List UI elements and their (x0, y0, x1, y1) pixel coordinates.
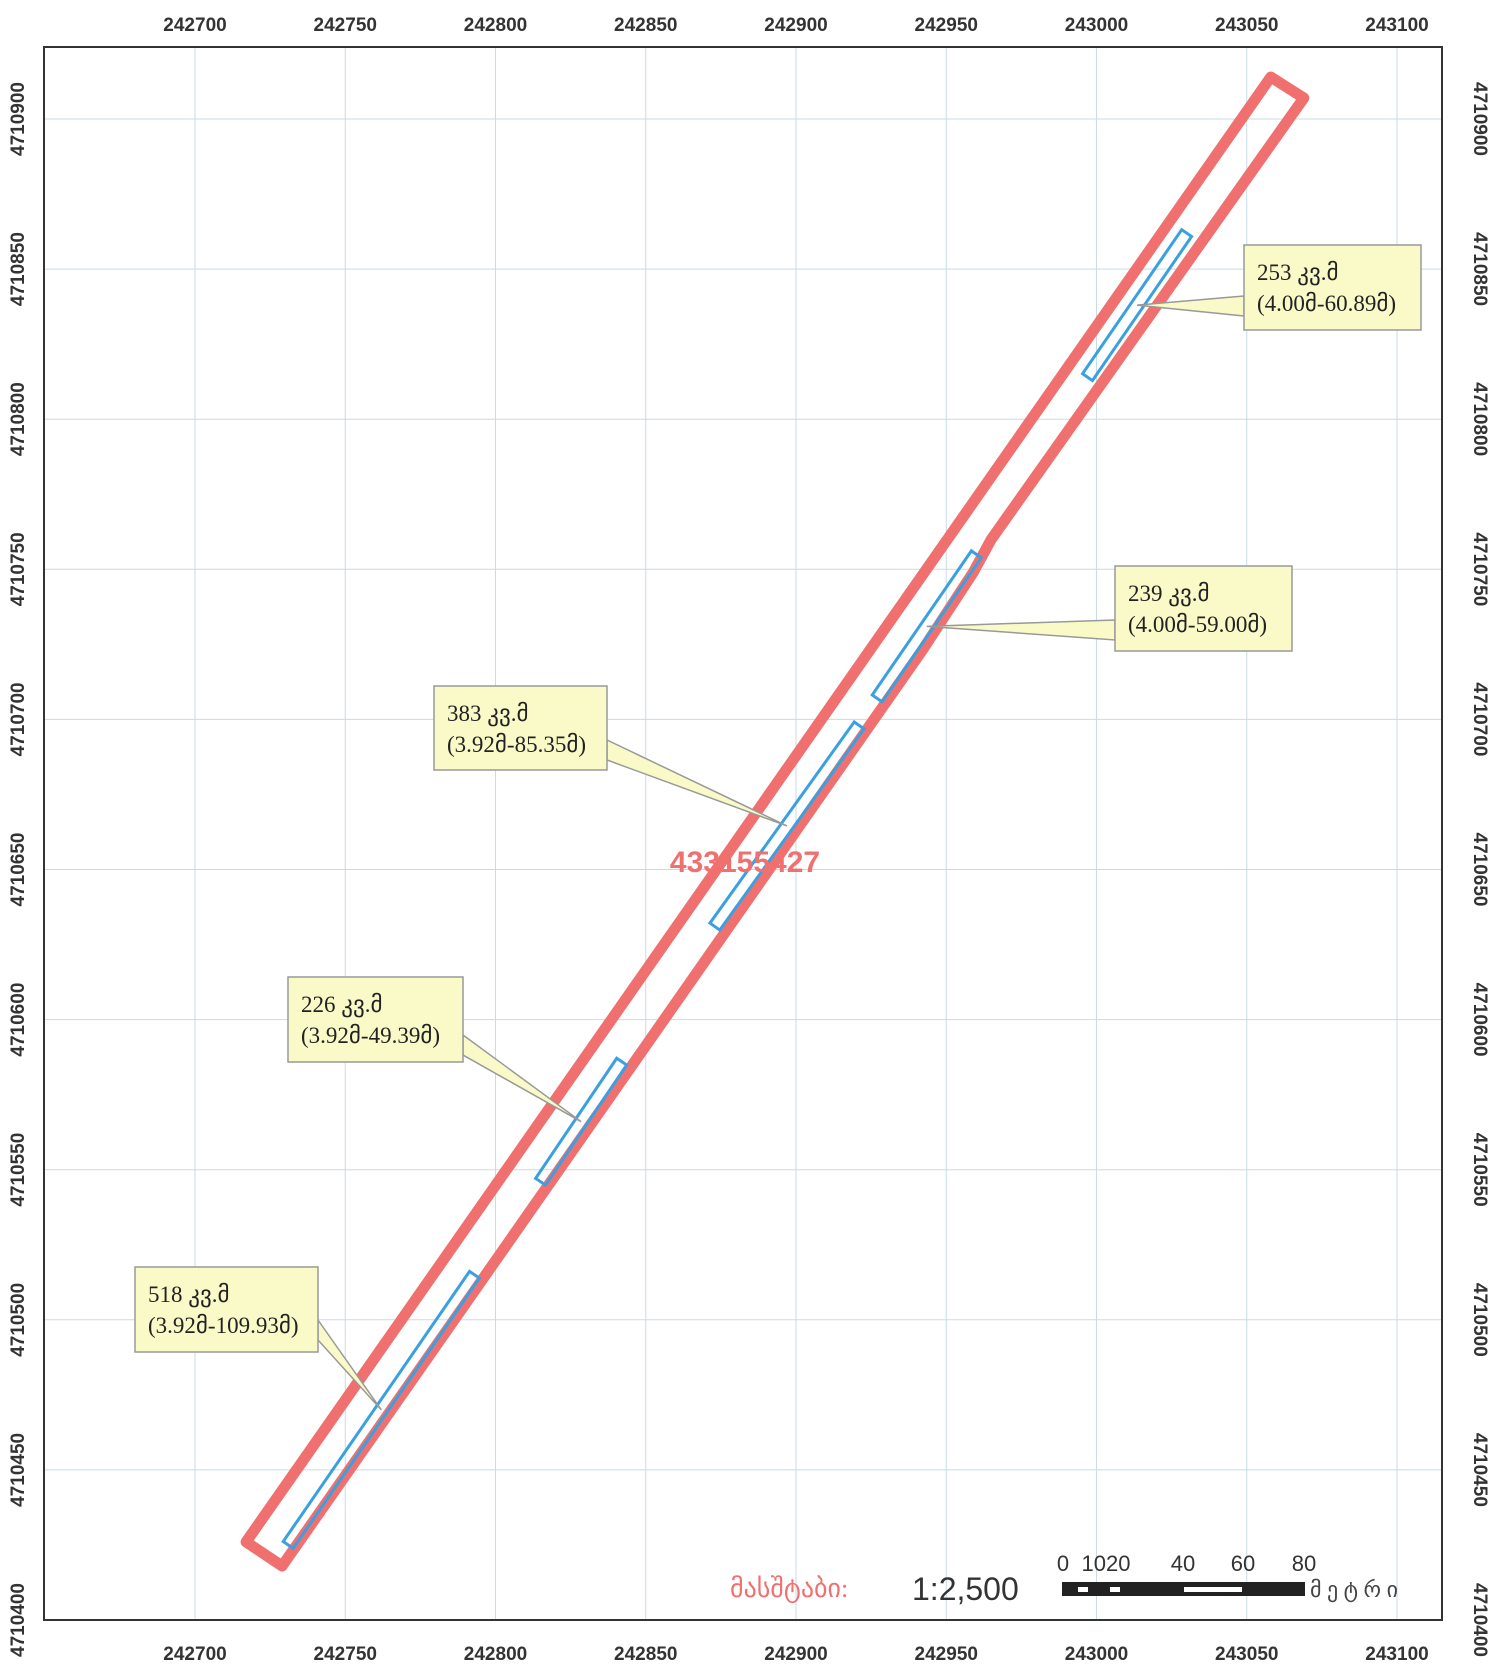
x-tick-label-top: 242850 (614, 15, 677, 36)
x-tick-label-bottom: 242850 (614, 1644, 677, 1665)
road-segment (870, 548, 984, 704)
callout-518: 518 კვ.მ (3.92მ-109.93მ) (134, 1266, 319, 1353)
callout-box (134, 1266, 319, 1353)
x-tick-label-top: 242900 (764, 15, 827, 36)
scale-tick-label: 80 (1292, 1551, 1316, 1576)
y-tick-label-left: 4710800 (8, 382, 29, 456)
callout-box (433, 685, 608, 771)
y-tick-label-right: 4710500 (1469, 1283, 1490, 1357)
scale-bar-segment (1184, 1587, 1242, 1592)
scale-tick-label: 60 (1231, 1551, 1255, 1576)
scale-tick-label: 0 (1057, 1551, 1069, 1576)
y-tick-label-left: 4710450 (8, 1433, 29, 1507)
callout-dimensions: (4.00მ-60.89მ) (1257, 291, 1396, 316)
y-tick-label-left: 4710600 (8, 983, 29, 1057)
scale-bar-segment (1078, 1587, 1088, 1592)
callout-box (1114, 565, 1293, 652)
y-tick-label-right: 4710750 (1469, 532, 1490, 606)
x-tick-label-top: 242700 (163, 15, 226, 36)
scale-bar-segment (1110, 1587, 1120, 1592)
scale-block: მასშტაბი: 1:2,500 0 1020 40 60 80 მ ე ტ … (730, 1551, 1398, 1607)
callout-dimensions: (3.92მ-109.93მ) (148, 1313, 299, 1338)
scale-bar (1062, 1582, 1305, 1596)
callout-226: 226 კვ.მ (3.92მ-49.39მ) (287, 976, 464, 1063)
parcel-boundary (240, 71, 1310, 1572)
y-tick-label-left: 4710650 (8, 833, 29, 907)
callout-253: 253 კვ.მ (4.00მ-60.89მ) (1243, 244, 1422, 331)
x-tick-label-bottom: 242900 (764, 1644, 827, 1665)
callout-383: 383 კვ.მ (3.92მ-85.35მ) (433, 685, 608, 771)
x-tick-label-top: 242750 (314, 15, 377, 36)
map-frame (43, 46, 1443, 1621)
y-tick-label-left: 4710850 (8, 232, 29, 306)
y-tick-label-right: 4710900 (1469, 82, 1490, 156)
road-segment (707, 719, 867, 933)
y-tick-label-right: 4710600 (1469, 983, 1490, 1057)
x-tick-label-top: 243000 (1065, 15, 1128, 36)
scale-bar-frame (1062, 1582, 1305, 1596)
x-tick-label-bottom: 242700 (163, 1644, 226, 1665)
scale-label: მასშტაბი: (730, 1574, 848, 1604)
y-tick-label-right: 4710650 (1469, 833, 1490, 907)
x-tick-label-top: 243050 (1215, 15, 1278, 36)
y-tick-label-left: 4710550 (8, 1133, 29, 1207)
parcel-id-label: 433155427 (670, 846, 820, 879)
callout-dimensions: (3.92მ-85.35მ) (447, 732, 586, 757)
callout-area: 383 კვ.მ (447, 701, 529, 727)
callout-dimensions: (3.92მ-49.39მ) (301, 1023, 440, 1048)
road-segment (1080, 227, 1194, 383)
y-tick-label-right: 4710700 (1469, 682, 1490, 756)
x-tick-label-bottom: 243000 (1065, 1644, 1128, 1665)
y-tick-label-left: 4710700 (8, 682, 29, 756)
y-tick-label-right: 4710800 (1469, 382, 1490, 456)
x-tick-label-top: 242800 (464, 15, 527, 36)
callout-box (1243, 244, 1422, 331)
x-axis-bottom: 242700 242750 242800 242850 242900 24295… (163, 1644, 1428, 1665)
y-tick-label-right: 4710550 (1469, 1133, 1490, 1207)
scale-unit: მ ე ტ რ ი (1310, 1577, 1398, 1603)
y-tick-label-right: 4710400 (1469, 1583, 1490, 1657)
y-tick-label-left: 4710500 (8, 1283, 29, 1357)
road-segment (281, 1269, 482, 1551)
y-tick-label-left: 4710750 (8, 532, 29, 606)
x-tick-label-bottom: 242950 (915, 1644, 978, 1665)
callout-box (287, 976, 464, 1063)
scale-tick-label: 40 (1171, 1551, 1195, 1576)
callout-area: 226 კვ.მ (301, 992, 383, 1018)
x-tick-label-bottom: 242800 (464, 1644, 527, 1665)
scale-tick-label: 1020 (1082, 1551, 1131, 1576)
callout-dimensions: (4.00მ-59.00მ) (1128, 612, 1267, 637)
callout-area: 518 კვ.მ (148, 1282, 230, 1308)
y-tick-label-right: 4710450 (1469, 1433, 1490, 1507)
x-tick-label-bottom: 243050 (1215, 1644, 1278, 1665)
callout-area: 253 კვ.მ (1257, 260, 1339, 286)
x-tick-label-bottom: 242750 (314, 1644, 377, 1665)
callout-239: 239 კვ.მ (4.00მ-59.00მ) (1114, 565, 1293, 652)
x-tick-label-top: 242950 (915, 15, 978, 36)
scale-ratio: 1:2,500 (912, 1571, 1019, 1607)
y-tick-label-left: 4710900 (8, 82, 29, 156)
x-tick-label-top: 243100 (1365, 15, 1428, 36)
y-axis-left: 4710400 4710450 4710500 4710550 4710600 … (8, 82, 29, 1657)
y-axis-right: 4710400 4710450 4710500 4710550 4710600 … (1469, 82, 1490, 1657)
callout-area: 239 კვ.მ (1128, 581, 1210, 607)
y-tick-label-right: 4710850 (1469, 232, 1490, 306)
x-tick-label-bottom: 243100 (1365, 1644, 1428, 1665)
y-tick-label-left: 4710400 (8, 1583, 29, 1657)
x-axis-top: 242700 242750 242800 242850 242900 24295… (163, 15, 1428, 36)
